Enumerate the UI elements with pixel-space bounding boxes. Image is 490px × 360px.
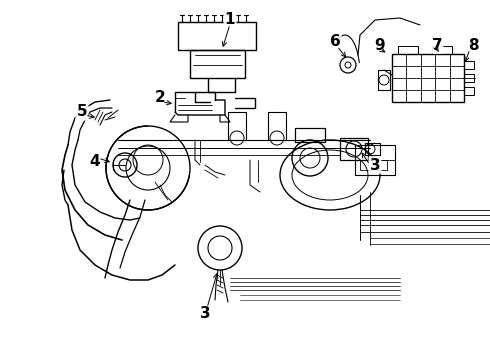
Bar [355, 145, 395, 175]
Bar [464, 74, 474, 82]
Bar [398, 46, 418, 54]
Text: 8: 8 [467, 37, 478, 53]
Bar [464, 61, 474, 69]
Bar [190, 50, 245, 78]
Bar [378, 70, 390, 90]
Text: 3: 3 [369, 158, 380, 172]
Text: 1: 1 [225, 13, 235, 27]
Text: 6: 6 [330, 35, 341, 49]
Bar [392, 54, 464, 102]
Text: 3: 3 [200, 306, 210, 320]
Text: 7: 7 [432, 37, 442, 53]
Text: 9: 9 [375, 37, 385, 53]
Bar [340, 138, 368, 160]
Bar [432, 46, 452, 54]
Bar [360, 160, 372, 170]
Bar [375, 160, 387, 170]
Bar [178, 22, 256, 50]
Bar [464, 87, 474, 95]
Bar [228, 112, 246, 140]
Text: 2: 2 [155, 90, 166, 105]
Bar [365, 143, 380, 155]
Bar [295, 128, 325, 142]
Bar [268, 112, 286, 140]
Text: 4: 4 [90, 154, 100, 170]
Text: 5: 5 [77, 104, 87, 120]
